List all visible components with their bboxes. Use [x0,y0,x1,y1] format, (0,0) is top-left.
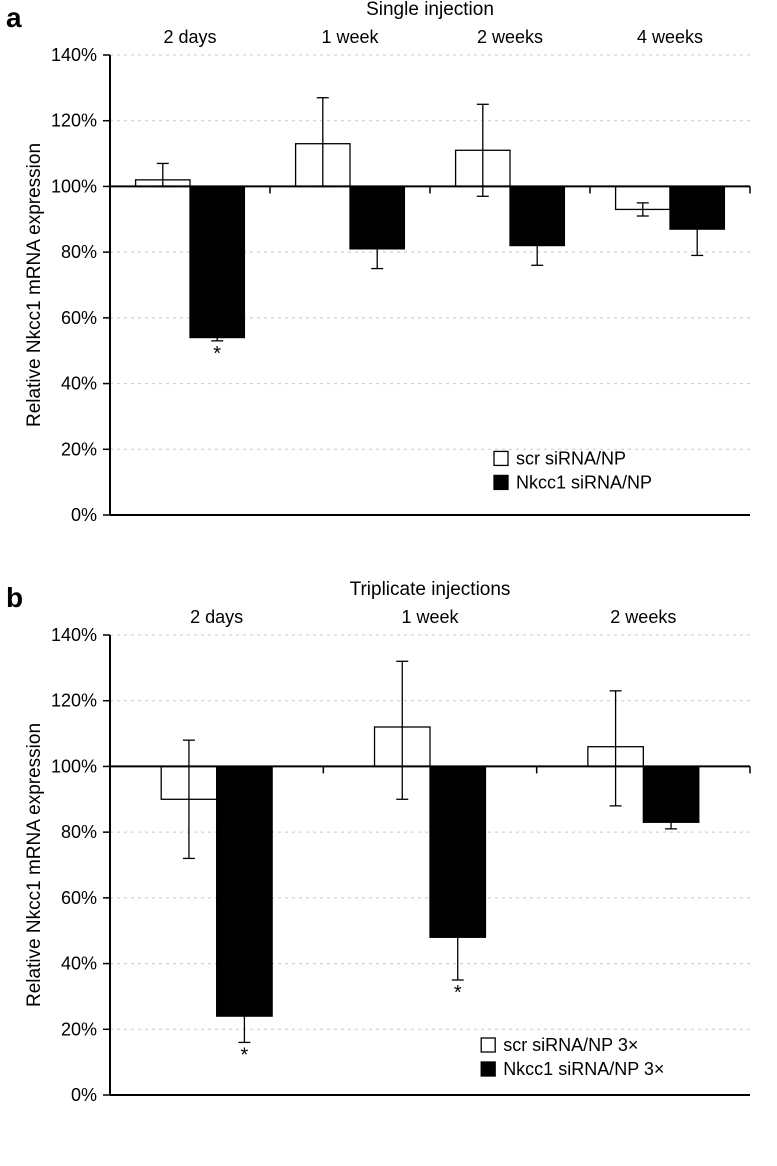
svg-text:Relative Nkcc1 mRNA expression: Relative Nkcc1 mRNA expression [24,723,45,1007]
svg-text:4 weeks: 4 weeks [637,27,703,47]
svg-text:2 weeks: 2 weeks [477,27,543,47]
svg-text:60%: 60% [61,888,97,908]
page-root: a * 2 days 1 week 2 weeks 4 weeks 0% 20% 40% 60%… [0,0,777,1166]
svg-text:scr siRNA/NP 3×: scr siRNA/NP 3× [503,1035,638,1055]
svg-text:140%: 140% [51,45,97,65]
svg-text:60%: 60% [61,308,97,328]
svg-text:Triplicate injections: Triplicate injections [350,580,511,600]
svg-text:0%: 0% [71,505,97,525]
chart-a-svg: * 2 days 1 week 2 weeks 4 weeks 0% 20% 40% 60% 80… [0,0,770,560]
svg-text:80%: 80% [61,242,97,262]
svg-text:120%: 120% [51,111,97,131]
svg-text:40%: 40% [61,374,97,394]
svg-text:1 week: 1 week [401,607,459,627]
svg-text:Single injection: Single injection [366,0,494,20]
svg-text:1 week: 1 week [321,27,379,47]
svg-text:2 days: 2 days [163,27,216,47]
panel-b: b * 2 days * 1 week 2 weeks 0% 20% 40% 60% 80% 100… [0,580,770,1140]
svg-text:20%: 20% [61,439,97,459]
svg-text:80%: 80% [61,822,97,842]
svg-text:140%: 140% [51,625,97,645]
svg-text:*: * [213,343,221,365]
svg-text:*: * [241,1044,249,1066]
svg-text:40%: 40% [61,954,97,974]
svg-text:0%: 0% [71,1085,97,1105]
svg-text:20%: 20% [61,1019,97,1039]
svg-text:120%: 120% [51,691,97,711]
svg-text:100%: 100% [51,756,97,776]
svg-text:scr siRNA/NP: scr siRNA/NP [516,448,626,468]
svg-text:*: * [454,982,462,1004]
svg-text:2 weeks: 2 weeks [610,607,676,627]
panel-a: a * 2 days 1 week 2 weeks 4 weeks 0% 20% 40% 60%… [0,0,770,560]
svg-text:100%: 100% [51,176,97,196]
svg-text:Relative Nkcc1 mRNA expression: Relative Nkcc1 mRNA expression [24,143,45,427]
svg-text:2 days: 2 days [190,607,243,627]
panel-b-label: b [6,582,23,614]
chart-b-svg: * 2 days * 1 week 2 weeks 0% 20% 40% 60% 80% 100% 1… [0,580,770,1140]
svg-text:Nkcc1 siRNA/NP: Nkcc1 siRNA/NP [516,472,652,492]
panel-a-label: a [6,2,22,34]
svg-text:Nkcc1 siRNA/NP 3×: Nkcc1 siRNA/NP 3× [503,1059,664,1079]
